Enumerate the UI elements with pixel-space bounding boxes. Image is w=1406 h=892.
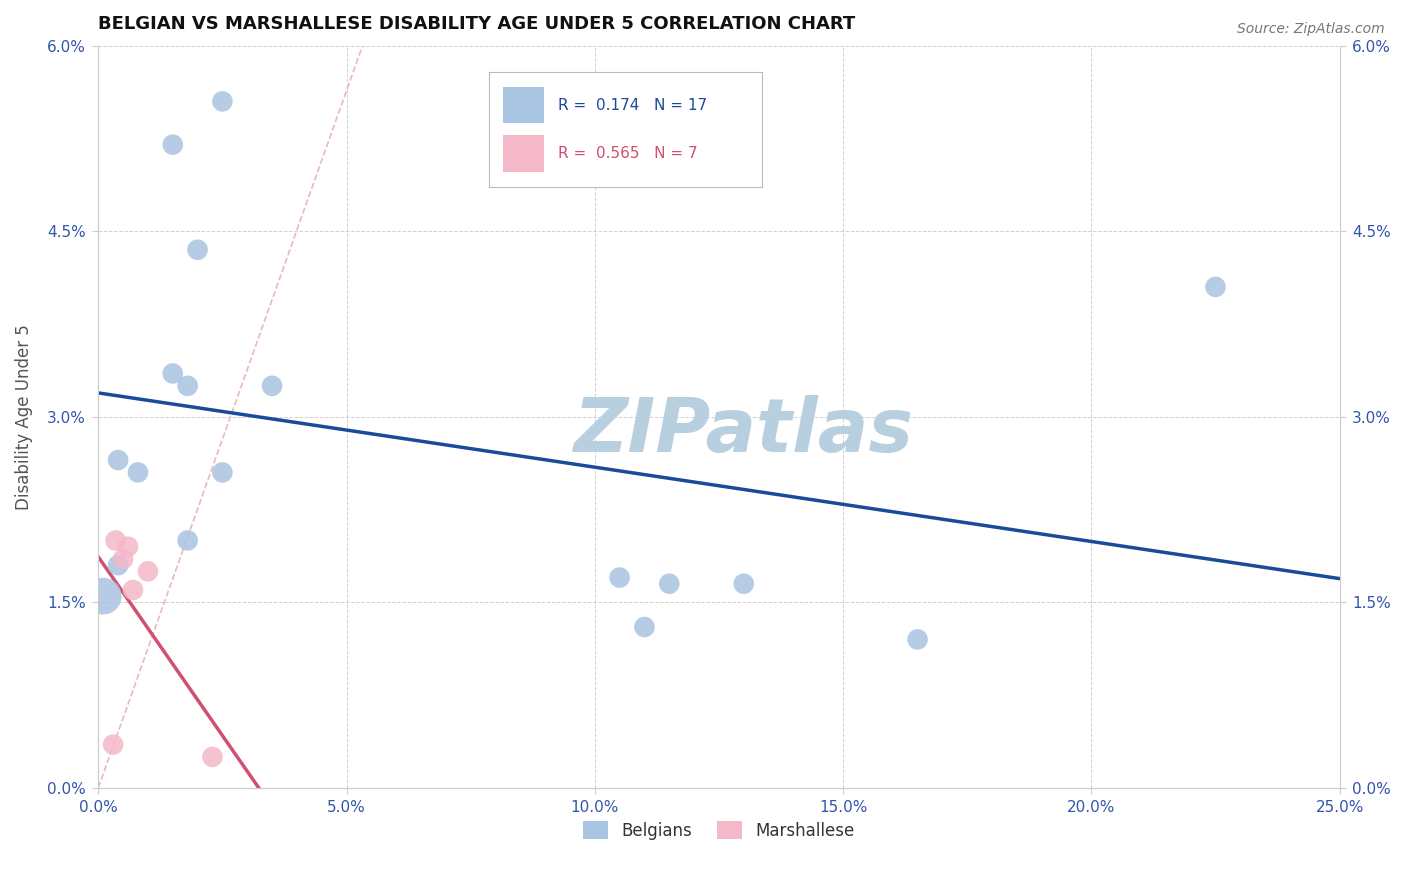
Point [136,565,159,579]
Point [211,466,233,480]
Point [176,379,198,393]
Legend: Belgians, Marshallese: Belgians, Marshallese [576,814,862,847]
Y-axis label: Disability Age Under 5: Disability Age Under 5 [15,324,32,509]
Point [733,576,755,591]
Point [187,243,209,257]
Point [107,558,129,573]
Point [122,582,145,597]
Point [162,137,184,152]
Point [609,570,631,584]
Text: BELGIAN VS MARSHALLESE DISABILITY AGE UNDER 5 CORRELATION CHART: BELGIAN VS MARSHALLESE DISABILITY AGE UN… [98,15,855,33]
Text: Source: ZipAtlas.com: Source: ZipAtlas.com [1237,22,1385,37]
Point [112,552,135,566]
Point [201,750,224,764]
Point [101,738,124,752]
Point [107,453,129,467]
Point [127,466,149,480]
Point [907,632,929,647]
Point [633,620,655,634]
Point [176,533,198,548]
Point [1205,280,1227,294]
Text: ZIPatlas: ZIPatlas [574,395,914,468]
Point [91,589,114,603]
Point [162,367,184,381]
Point [104,533,127,548]
Point [211,95,233,109]
Point [658,576,681,591]
Point [117,540,139,554]
Point [260,379,283,393]
